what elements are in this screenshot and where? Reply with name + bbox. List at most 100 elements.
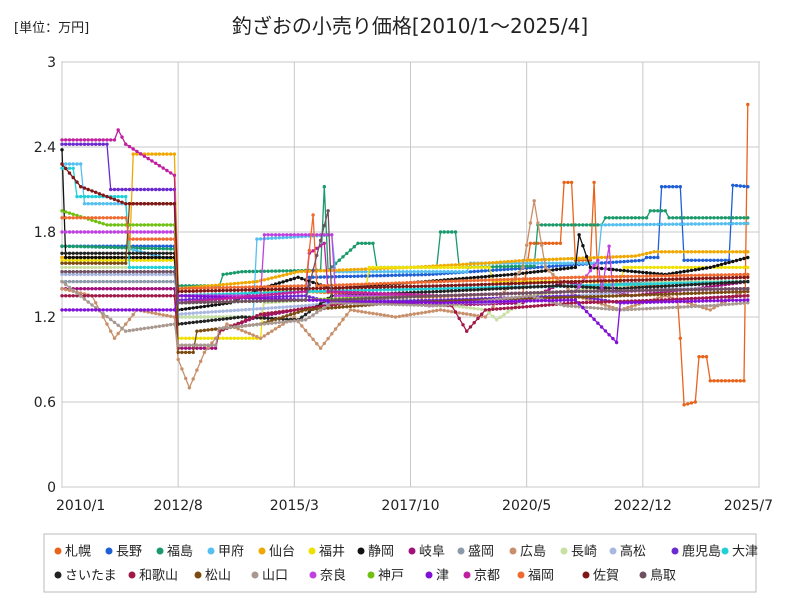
data-point [360,282,364,286]
data-point [558,302,563,307]
data-point [255,322,259,327]
data-point [408,273,413,277]
data-point [686,291,690,296]
data-point [135,258,139,262]
data-point [641,270,645,275]
data-point [746,287,750,291]
data-point [67,265,72,270]
data-point [408,303,413,307]
data-point [195,315,199,319]
data-point [285,287,289,291]
data-point [356,294,360,298]
data-point [671,288,675,292]
data-point [554,241,559,245]
data-point [584,289,589,293]
data-point [487,278,491,282]
data-point [648,282,652,286]
data-point [367,265,371,270]
data-point [525,258,529,262]
data-point [393,302,398,307]
data-point [472,300,476,304]
data-point [165,187,169,192]
data-point [75,244,79,249]
data-point [146,202,150,206]
data-point [678,305,682,309]
data-point [569,295,574,299]
data-point [390,300,394,304]
data-point [577,233,581,237]
data-point [109,245,113,250]
data-point [270,329,274,333]
data-point [371,302,375,306]
data-point [731,302,735,306]
data-point [97,279,102,284]
data-point [498,260,503,264]
data-point [363,270,368,274]
data-point [120,246,124,250]
data-point [641,300,645,304]
data-point [693,216,697,220]
data-point [363,241,368,245]
data-point [112,216,117,220]
data-point [495,278,499,282]
data-point [288,233,293,237]
data-point [622,223,626,227]
data-point [378,291,383,296]
data-point [116,279,120,284]
data-point [97,245,102,249]
data-point [540,223,544,227]
data-point [697,258,701,262]
data-point [330,306,334,310]
data-point [652,292,656,297]
data-point [112,194,117,199]
data-point [510,296,514,300]
data-point [453,286,458,291]
data-point [300,309,304,313]
data-point [139,265,143,270]
data-point [652,300,656,304]
data-point [540,269,544,273]
data-point [423,300,428,305]
data-point [521,265,525,270]
legend-label: 鳥取 [650,569,676,584]
data-point [142,246,147,250]
data-point [236,324,240,329]
data-point [405,303,409,307]
data-point [719,250,724,254]
data-point [307,303,311,307]
data-point [674,283,679,288]
data-point [277,298,281,303]
data-point [547,261,551,265]
data-point [738,250,742,254]
y-tick-label: 1.2 [34,310,56,326]
data-point [187,311,192,316]
data-point [240,336,244,340]
data-point [225,336,229,340]
data-point [363,267,368,271]
data-point [693,299,697,303]
data-point [584,300,589,305]
data-point [731,183,735,187]
data-point [169,244,173,248]
data-point [345,274,349,279]
data-point [596,258,600,262]
data-point [734,273,739,277]
data-point [453,279,458,283]
data-point [352,297,356,301]
data-point [566,223,570,227]
data-point [569,284,574,289]
data-point [210,336,214,340]
data-point [712,222,716,226]
data-point [352,245,356,249]
data-point [629,288,634,293]
data-point [285,305,289,309]
data-point [686,258,690,262]
data-point [292,311,296,316]
data-point [697,250,701,254]
data-point [525,243,529,247]
data-point [495,287,499,291]
data-point [742,265,746,270]
legend-marker [671,547,679,555]
data-point [652,222,656,227]
data-point [169,287,173,291]
